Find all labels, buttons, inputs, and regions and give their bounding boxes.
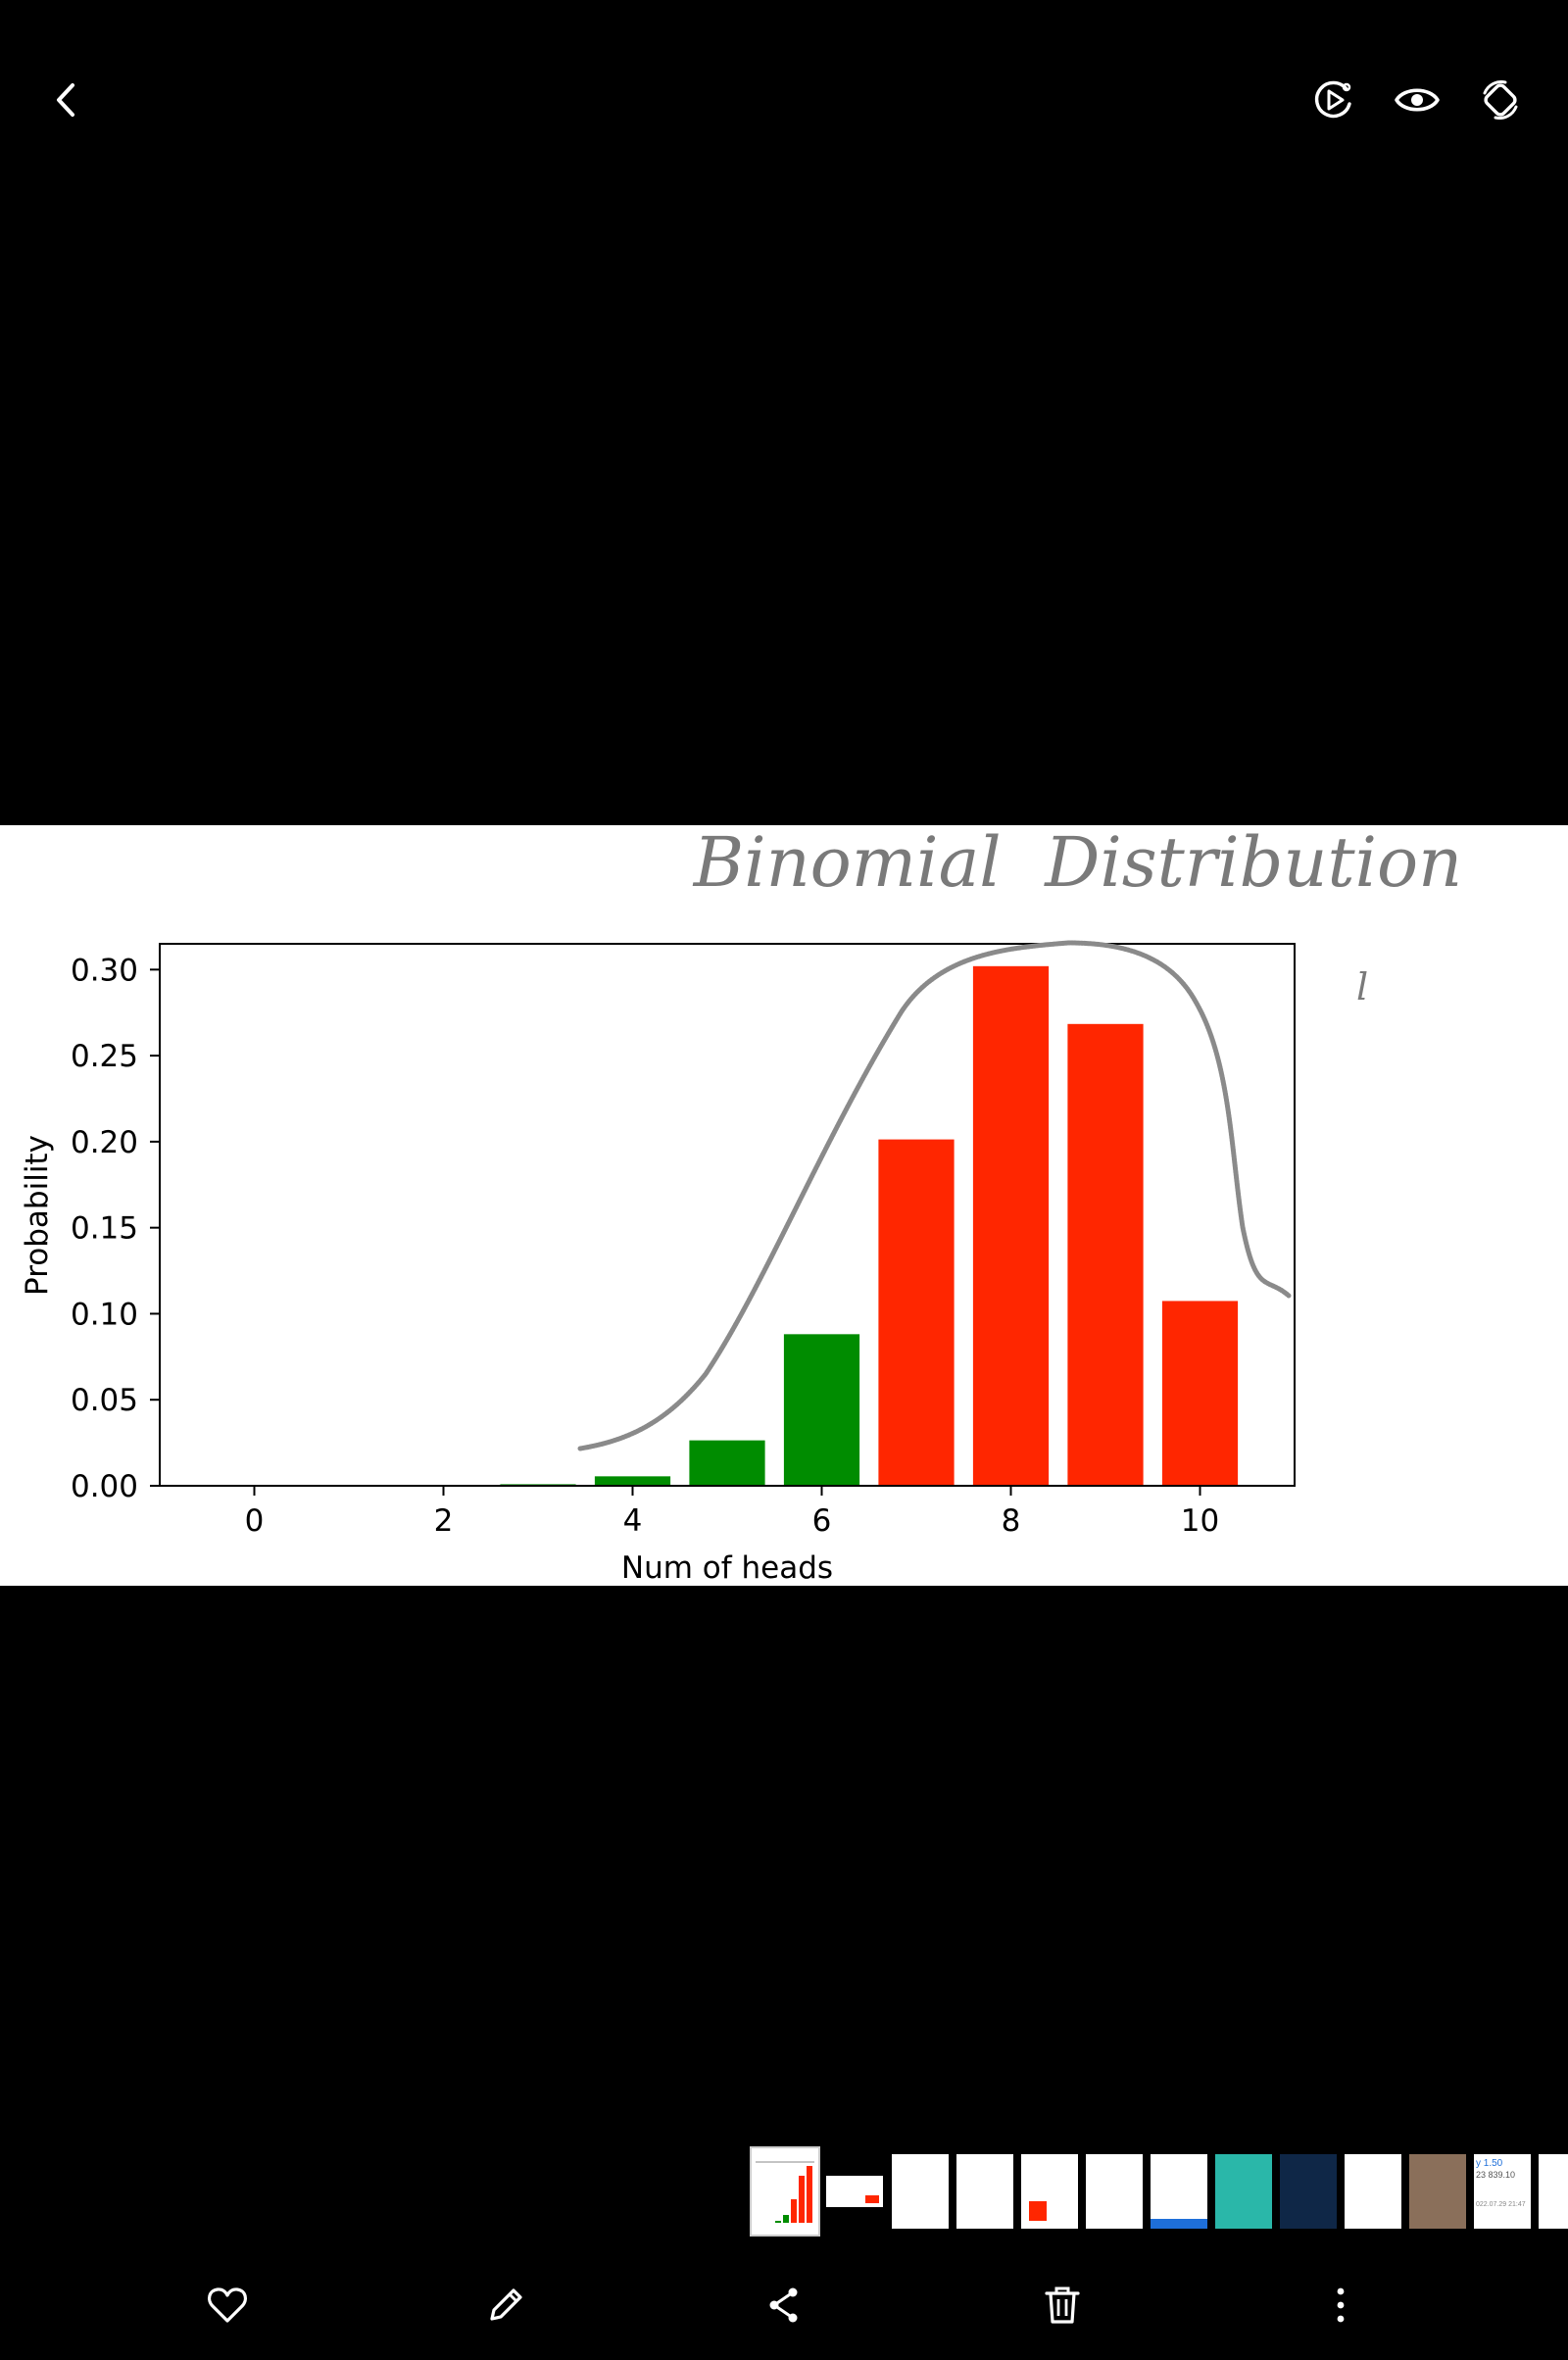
thumbnail-text-2: 23 839.10 (1476, 2170, 1516, 2180)
thumbnail-chart-icon (756, 2161, 814, 2223)
thumbnail-bars (1029, 2201, 1047, 2221)
thumbnail-current[interactable] (750, 2146, 820, 2237)
x-tick-label: 2 (434, 1503, 454, 1539)
thumbnail[interactable] (1345, 2154, 1401, 2229)
bar-7 (878, 1139, 955, 1486)
heart-icon (207, 2287, 248, 2323)
bar-6 (783, 1334, 860, 1486)
y-tick-label: 0.00 (71, 1469, 138, 1504)
thumbnail-filmstrip[interactable]: y 1.50 23 839.10 022.07.29 21:47 (750, 2146, 1568, 2237)
play-motion-icon (1314, 80, 1351, 119)
thumbnail[interactable] (892, 2154, 949, 2229)
favorite-button[interactable] (192, 2270, 263, 2340)
thumbnail[interactable] (1409, 2154, 1466, 2229)
y-tick-label: 0.05 (71, 1383, 138, 1418)
thumbnail[interactable] (1215, 2154, 1272, 2229)
x-tick-label: 8 (1002, 1503, 1021, 1539)
thumbnail-text-1: y 1.50 (1476, 2158, 1503, 2169)
back-button[interactable] (35, 69, 98, 131)
pencil-icon (490, 2288, 522, 2321)
rotate-icon (1483, 80, 1518, 120)
handwritten-title: Binomial Distribution (692, 825, 1463, 903)
y-tick-label: 0.10 (71, 1297, 138, 1332)
rotate-button[interactable] (1469, 69, 1532, 131)
thumbnail[interactable] (1151, 2154, 1207, 2229)
handwritten-curve (577, 940, 1292, 1451)
trash-icon (1045, 2286, 1080, 2324)
thumbnail[interactable] (1021, 2154, 1078, 2229)
x-axis-label: Num of heads (621, 1550, 833, 1586)
bar-9 (1067, 1023, 1144, 1486)
y-axis-label: Probability (20, 1135, 55, 1296)
edit-button[interactable] (470, 2270, 541, 2340)
thumbnail[interactable] (1539, 2154, 1568, 2229)
thumbnail[interactable] (1280, 2154, 1337, 2229)
x-tick-label: 10 (1181, 1503, 1219, 1539)
thumbnail[interactable] (1086, 2154, 1143, 2229)
thumbnail[interactable] (826, 2176, 883, 2207)
bar-5 (689, 1440, 765, 1486)
back-icon (57, 83, 74, 117)
binomial-chart: 0.00 0.05 0.10 0.15 0.20 0.25 0.30 0 2 4 6 8 10 Num… (20, 825, 1463, 1586)
more-options-button[interactable] (1305, 2270, 1376, 2340)
thumbnail[interactable]: y 1.50 23 839.10 022.07.29 21:47 (1474, 2154, 1531, 2229)
thumbnail-blue-band (1151, 2219, 1207, 2229)
share-button[interactable] (749, 2270, 819, 2340)
thumbnail[interactable] (956, 2154, 1013, 2229)
motion-photo-button[interactable] (1302, 69, 1365, 131)
visual-lookup-button[interactable] (1386, 69, 1448, 131)
y-tick-label: 0.15 (71, 1211, 138, 1247)
thumbnail-text-3: 022.07.29 21:47 (1476, 2201, 1526, 2208)
x-tick-label: 6 (812, 1503, 832, 1539)
y-tick-label: 0.25 (71, 1039, 138, 1074)
share-icon (769, 2287, 798, 2323)
photo-image[interactable]: 0.00 0.05 0.10 0.15 0.20 0.25 0.30 0 2 4 6 8 10 Num… (0, 825, 1568, 1586)
more-icon (1337, 2287, 1345, 2323)
bar-8 (972, 965, 1050, 1486)
plot-frame (159, 943, 1296, 1487)
x-tick-label: 0 (245, 1503, 265, 1539)
x-tick-label: 4 (623, 1503, 643, 1539)
y-tick-label: 0.20 (71, 1125, 138, 1160)
thumbnail-bars (865, 2195, 879, 2203)
handwritten-mark: l (1356, 965, 1368, 1008)
bar-4 (594, 1476, 671, 1486)
delete-button[interactable] (1027, 2270, 1098, 2340)
bar-10 (1161, 1301, 1239, 1486)
eye-icon (1395, 88, 1440, 112)
y-tick-label: 0.30 (71, 953, 138, 988)
